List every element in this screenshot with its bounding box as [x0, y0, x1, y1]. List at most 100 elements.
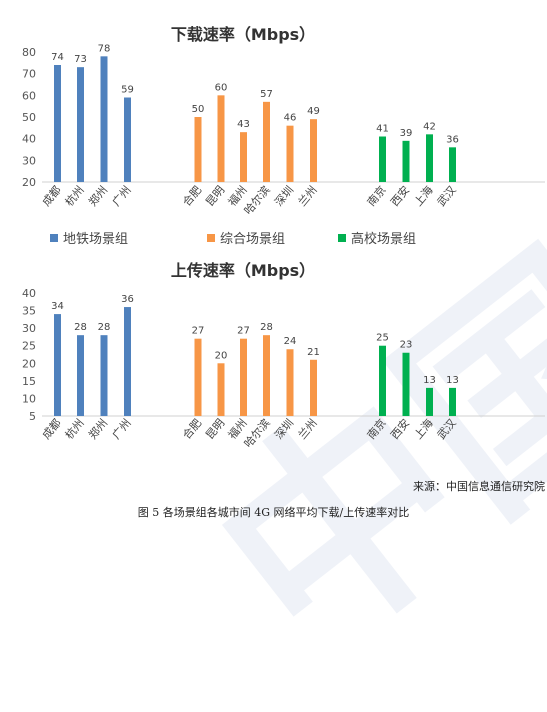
category-label: 杭州 — [62, 183, 87, 209]
chart-title: 上传速率（Mbps） — [171, 261, 315, 280]
data-label: 57 — [260, 89, 273, 100]
legend-label: 地铁场景组 — [63, 232, 128, 247]
bar — [426, 387, 433, 416]
chart-title: 下载速率（Mbps） — [171, 25, 315, 44]
category-label: 昆明 — [203, 184, 227, 209]
bar — [54, 65, 61, 182]
y-tick-label: 30 — [22, 322, 36, 335]
category-label: 兰州 — [296, 417, 320, 442]
bar — [217, 95, 225, 182]
y-tick-label: 20 — [22, 357, 36, 370]
bar — [124, 97, 131, 182]
data-label: 25 — [376, 333, 389, 344]
bar — [449, 387, 456, 416]
category-label: 哈尔滨 — [241, 183, 273, 217]
bar — [402, 140, 410, 182]
y-tick-label: 80 — [22, 46, 36, 59]
category-label: 西安 — [387, 183, 412, 209]
data-label: 73 — [74, 54, 87, 65]
category-label: 西安 — [387, 416, 412, 442]
legend-swatch — [50, 234, 58, 242]
data-label: 59 — [121, 85, 134, 96]
y-tick-label: 10 — [22, 392, 36, 405]
bar — [426, 134, 433, 182]
data-label: 13 — [423, 375, 436, 386]
data-label: 74 — [51, 52, 64, 63]
bar — [100, 56, 108, 183]
category-label: 上海 — [411, 183, 436, 209]
category-label: 上海 — [411, 416, 436, 442]
data-label: 23 — [400, 340, 413, 351]
bar — [310, 119, 317, 182]
bar — [379, 345, 386, 416]
bar — [310, 359, 317, 416]
bar — [263, 101, 270, 182]
data-label: 49 — [307, 106, 320, 117]
category-label: 昆明 — [203, 417, 227, 442]
y-tick-label: 60 — [22, 89, 36, 102]
data-label: 21 — [307, 347, 320, 358]
data-label: 36 — [446, 134, 459, 145]
category-label: 深圳 — [272, 184, 296, 209]
data-label: 13 — [446, 375, 459, 386]
bar — [286, 349, 294, 416]
y-tick-label: 15 — [22, 375, 36, 388]
category-label: 成都 — [40, 417, 64, 442]
y-tick-label: 35 — [22, 305, 36, 318]
bar — [124, 307, 131, 416]
category-label: 成都 — [40, 184, 64, 209]
category-label: 武汉 — [435, 417, 459, 442]
category-label: 广州 — [110, 417, 134, 442]
data-label: 41 — [376, 124, 389, 135]
category-label: 广州 — [110, 184, 134, 209]
data-label: 27 — [192, 326, 205, 337]
data-label: 27 — [237, 326, 250, 337]
data-label: 50 — [192, 104, 205, 115]
data-label: 39 — [400, 128, 413, 139]
data-label: 42 — [423, 121, 436, 132]
category-label: 郑州 — [85, 416, 110, 442]
category-label: 哈尔滨 — [241, 416, 273, 450]
bar — [379, 136, 386, 182]
bar — [77, 335, 84, 416]
y-tick-label: 40 — [22, 287, 36, 300]
category-label: 郑州 — [85, 183, 110, 209]
data-label: 34 — [51, 301, 64, 312]
data-label: 46 — [284, 113, 297, 124]
bar — [402, 352, 410, 416]
category-label: 深圳 — [272, 417, 296, 442]
data-label: 28 — [98, 322, 111, 333]
legend-label: 高校场景组 — [351, 231, 416, 247]
data-label: 60 — [215, 82, 228, 93]
bar — [194, 338, 202, 416]
data-label: 24 — [284, 336, 297, 347]
data-label: 43 — [237, 119, 250, 130]
category-label: 合肥 — [179, 416, 204, 442]
bar — [217, 363, 225, 416]
y-tick-label: 20 — [22, 176, 36, 189]
legend-swatch — [338, 234, 346, 242]
category-label: 兰州 — [296, 184, 320, 209]
bar — [240, 338, 247, 416]
source-note: 来源：中国信息通信研究院 — [413, 480, 545, 493]
data-label: 78 — [98, 43, 111, 54]
y-tick-label: 30 — [22, 154, 36, 167]
data-label: 20 — [215, 350, 228, 361]
y-tick-label: 25 — [22, 340, 36, 353]
bar — [286, 125, 294, 182]
figure-caption: 图 5 各场景组各城市间 4G 网络平均下载/上传速率对比 — [137, 506, 410, 519]
bar — [240, 132, 247, 182]
data-label: 28 — [74, 322, 87, 333]
charts-canvas: 下载速率（Mbps） 20 30 40 50 60 70 80 74 成都 73 杭州 78 郑州 59 广州… — [22, 25, 545, 450]
bar — [263, 335, 270, 416]
y-tick-label: 5 — [29, 410, 36, 423]
category-label: 杭州 — [62, 416, 87, 442]
data-label: 28 — [260, 322, 273, 333]
y-tick-label: 50 — [22, 111, 36, 124]
bar — [77, 67, 84, 182]
bar — [194, 117, 202, 182]
y-tick-label: 70 — [22, 68, 36, 81]
bar — [449, 147, 456, 182]
legend-swatch — [207, 234, 215, 242]
y-tick-label: 40 — [22, 133, 36, 146]
